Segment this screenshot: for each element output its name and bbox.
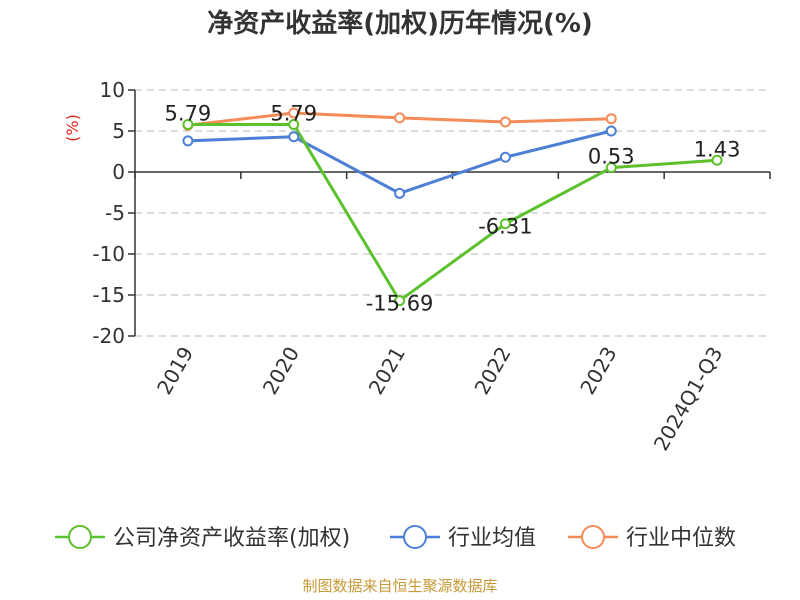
legend-label: 行业中位数 [626,526,736,551]
data-point [711,154,723,166]
data-label: -6.31 [478,215,532,239]
x-axis-ticks: 2019 2020 2021 2022 2023 2024Q1-Q3 [134,172,771,455]
source-note: 制图数据来自恒生聚源数据库 [302,577,497,595]
legend-item[interactable]: 行业均值 [390,525,536,551]
y-tick-label: -5 [105,201,125,225]
x-tick-label: 2024Q1-Q3 [649,343,728,455]
legend[interactable]: 公司净资产收益率(加权) 行业均值 行业中位数 [55,525,736,551]
data-label: 1.43 [694,137,741,161]
data-point [182,119,194,131]
data-point [499,151,511,163]
data-point [499,218,511,230]
data-point [288,131,300,143]
data-point [182,135,194,147]
legend-label: 行业均值 [448,526,536,551]
series-line [187,129,612,195]
data-point [394,295,406,307]
data-point [605,113,617,125]
y-tick-label: 5 [112,119,125,143]
legend-marker [581,525,605,549]
data-label: -15.69 [366,292,434,316]
y-axis-ticks: 10 5 0 -5 -10 -15 -20 [92,78,135,348]
series-line [187,123,718,303]
data-labels: 5.79 5.79 -15.69 -6.31 0.53 1.43 [165,102,741,316]
series-points [182,107,723,307]
y-tick-label: 0 [112,160,125,184]
data-point [605,125,617,137]
x-tick-label: 2023 [575,343,621,399]
x-tick-label: 2019 [152,343,198,399]
y-tick-label: 10 [100,78,125,102]
y-tick-label: -15 [92,283,125,307]
chart-title: 净资产收益率(加权)历年情况(%) [207,8,593,39]
data-label: 0.53 [588,145,635,169]
data-point [288,107,300,119]
data-point [605,162,617,174]
data-point [288,119,300,131]
legend-marker [403,525,427,549]
grid-lines [135,89,770,337]
x-tick-label: 2021 [364,343,410,399]
series-lines [187,111,718,303]
data-point [499,116,511,128]
x-tick-label: 2020 [258,343,304,399]
legend-item[interactable]: 公司净资产收益率(加权) [55,525,350,551]
data-label: 5.79 [270,102,317,126]
legend-marker [68,525,92,549]
data-point [394,187,406,199]
data-label: 5.79 [165,102,212,126]
legend-label: 公司净资产收益率(加权) [113,526,350,551]
x-tick-label: 2022 [470,342,516,398]
data-point [394,112,406,124]
y-tick-label: -20 [92,324,125,348]
y-axis-unit: (%) [63,114,82,142]
y-tick-label: -10 [92,242,125,266]
legend-item[interactable]: 行业中位数 [568,525,736,551]
